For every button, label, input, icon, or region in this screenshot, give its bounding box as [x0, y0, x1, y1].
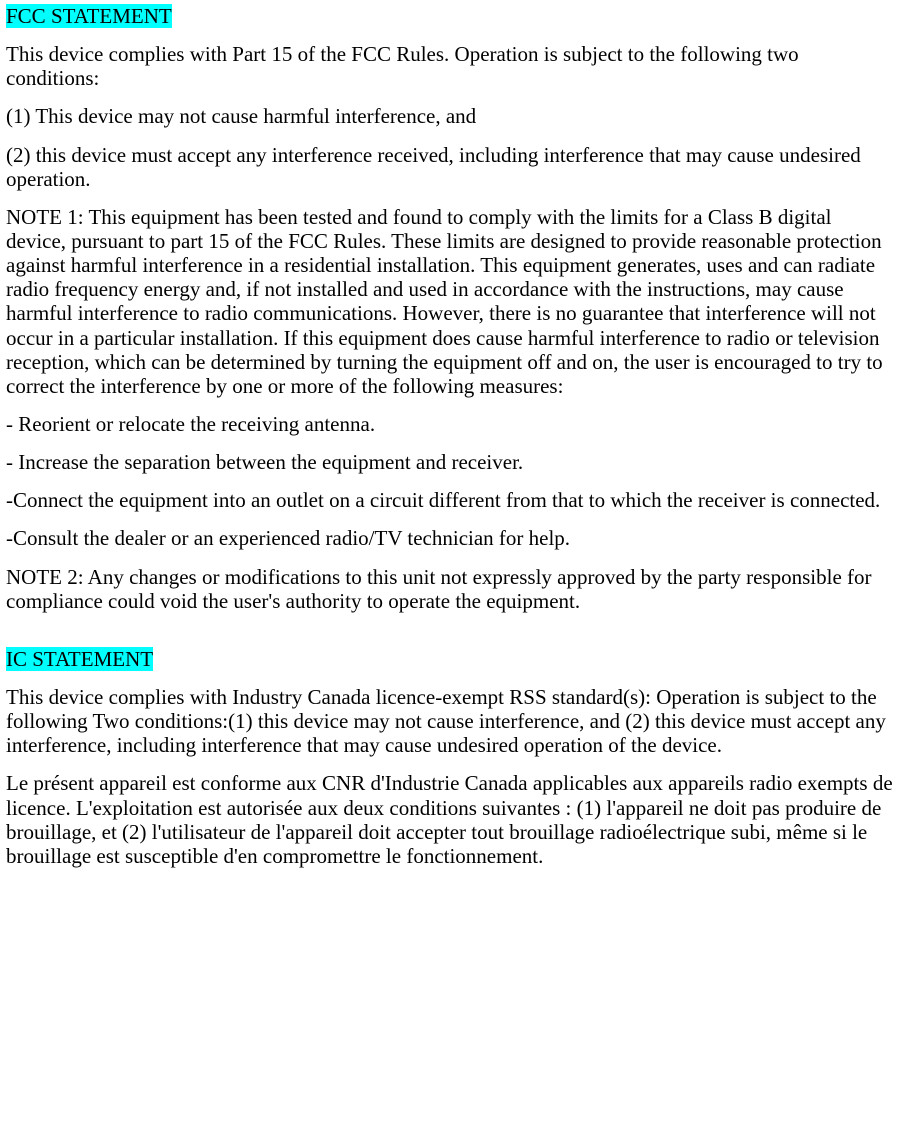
- fcc-paragraph-8: -Consult the dealer or an experienced ra…: [6, 526, 893, 550]
- fcc-paragraph-7: -Connect the equipment into an outlet on…: [6, 488, 893, 512]
- fcc-paragraph-3: (2) this device must accept any interfer…: [6, 143, 893, 191]
- fcc-title-text: FCC STATEMENT: [6, 4, 172, 28]
- fcc-paragraph-2: (1) This device may not cause harmful in…: [6, 104, 893, 128]
- ic-paragraph-1: This device complies with Industry Canad…: [6, 685, 893, 757]
- section-gap: [6, 627, 893, 647]
- ic-paragraph-2: Le présent appareil est conforme aux CNR…: [6, 771, 893, 868]
- document-page: FCC STATEMENT This device complies with …: [0, 0, 899, 902]
- fcc-paragraph-5: - Reorient or relocate the receiving ant…: [6, 412, 893, 436]
- ic-title-text: IC STATEMENT: [6, 647, 153, 671]
- fcc-paragraph-9: NOTE 2: Any changes or modifications to …: [6, 565, 893, 613]
- fcc-paragraph-4: NOTE 1: This equipment has been tested a…: [6, 205, 893, 398]
- fcc-title: FCC STATEMENT: [6, 4, 893, 28]
- fcc-paragraph-6: - Increase the separation between the eq…: [6, 450, 893, 474]
- ic-title: IC STATEMENT: [6, 647, 893, 671]
- fcc-paragraph-1: This device complies with Part 15 of the…: [6, 42, 893, 90]
